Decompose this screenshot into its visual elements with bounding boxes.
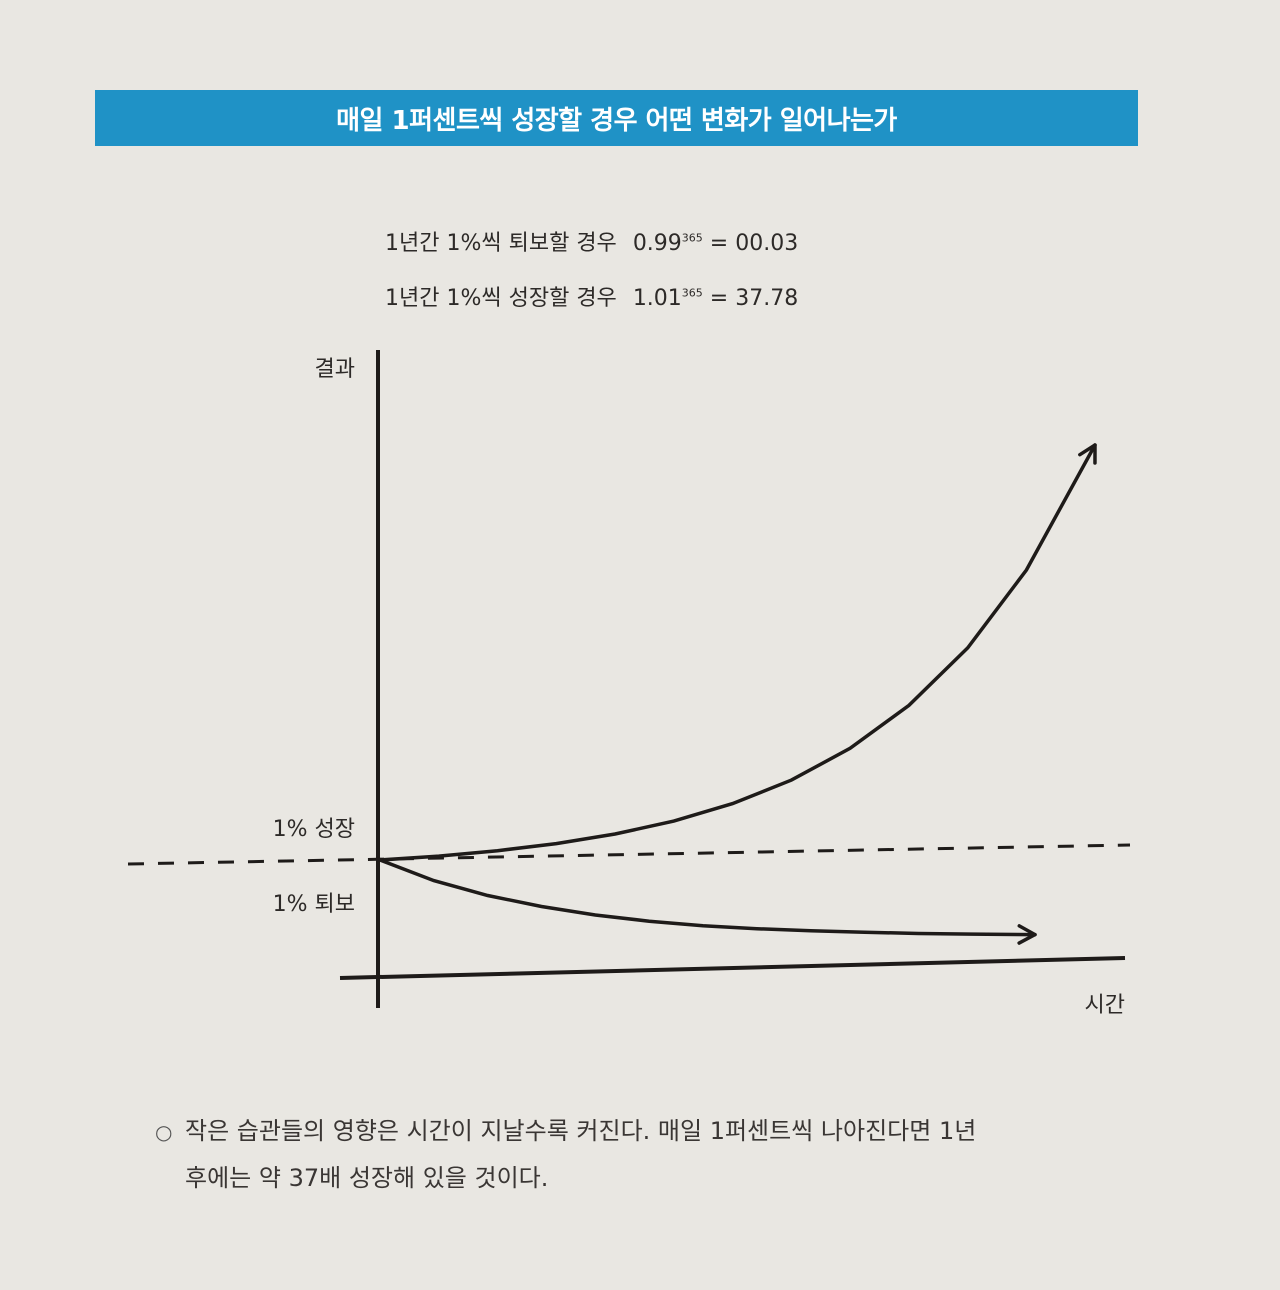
formula-expression: 1.01365 = 37.78 — [632, 286, 799, 311]
caption-text-2: 후에는 약 37배 성장해 있을 것이다. — [185, 1164, 549, 1192]
growth-arrow-icon — [1078, 443, 1097, 465]
formula-exponent: 365 — [681, 286, 703, 300]
growth-label: 1% 성장 — [273, 817, 355, 842]
bullet-icon: ○ — [155, 1120, 173, 1144]
formula-growth: 1년간 1%씩 성장할 경우 1.01365 = 37.78 — [385, 280, 798, 312]
x-axis-label: 시간 — [1085, 993, 1125, 1018]
caption-line-1: ○ 작은 습관들의 영향은 시간이 지날수록 커진다. 매일 1퍼센트씩 나아진다… — [155, 1108, 1135, 1155]
figure-caption: ○ 작은 습관들의 영향은 시간이 지날수록 커진다. 매일 1퍼센트씩 나아진다… — [155, 1108, 1135, 1201]
caption-text-1: 작은 습관들의 영향은 시간이 지날수록 커진다. 매일 1퍼센트씩 나아진다면… — [185, 1117, 977, 1145]
y-axis-label: 결과 — [315, 357, 355, 382]
decline-curve — [378, 858, 1037, 937]
baseline-dashed — [127, 843, 1131, 866]
growth-curve — [378, 443, 1097, 862]
formula-label: 1년간 1%씩 퇴보할 경우 — [385, 231, 617, 256]
formula-result: 37.78 — [735, 286, 799, 311]
formula-decline: 1년간 1%씩 퇴보할 경우 0.99365 = 00.03 — [385, 225, 798, 257]
series-layer — [378, 443, 1097, 945]
formula-expression: 0.99365 = 00.03 — [632, 231, 799, 256]
formula-base: 1.01 — [632, 286, 682, 311]
formula-exponent: 365 — [681, 231, 703, 245]
formula-label: 1년간 1%씩 성장할 경우 — [385, 286, 617, 311]
formula-base: 0.99 — [632, 231, 682, 256]
formula-result: 00.03 — [735, 231, 799, 256]
decline-arrow-icon — [1017, 924, 1037, 945]
x-axis — [339, 956, 1126, 980]
decline-label: 1% 퇴보 — [273, 892, 355, 917]
title-bar: 매일 1퍼센트씩 성장할 경우 어떤 변화가 일어나는가 — [95, 90, 1138, 146]
page-title: 매일 1퍼센트씩 성장할 경우 어떤 변화가 일어나는가 — [336, 105, 897, 136]
